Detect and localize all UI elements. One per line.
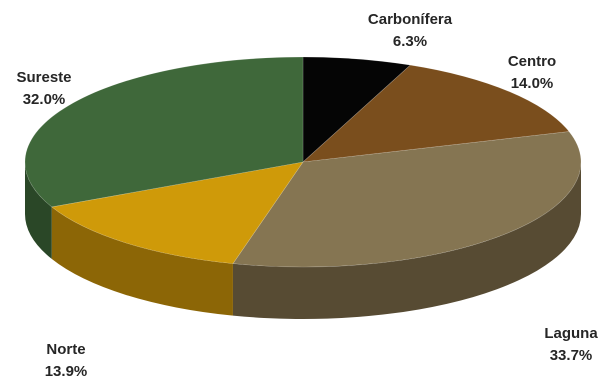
slice-side-norte xyxy=(51,206,233,316)
label-centro: Centro xyxy=(508,53,556,70)
slice-side-sureste xyxy=(25,162,52,259)
value-sureste: 32.0% xyxy=(23,91,66,108)
slice-sureste xyxy=(24,56,304,208)
slice-norte xyxy=(50,161,304,264)
value-centro: 14.0% xyxy=(511,75,554,92)
label-laguna: Laguna xyxy=(544,325,598,342)
label-norte: Norte xyxy=(46,341,85,358)
slice-laguna xyxy=(232,131,582,268)
label-sureste: Sureste xyxy=(16,69,71,86)
label-carbonifera: Carbonífera xyxy=(368,11,453,28)
value-norte: 13.9% xyxy=(45,363,88,380)
value-laguna: 33.7% xyxy=(550,347,593,364)
slice-centro xyxy=(302,64,570,163)
slice-side-laguna xyxy=(232,162,581,319)
value-carbonifera: 6.3% xyxy=(393,33,427,50)
pie-slices xyxy=(24,56,582,268)
pie-sides xyxy=(25,162,581,319)
slice-carbonifera xyxy=(302,56,411,163)
